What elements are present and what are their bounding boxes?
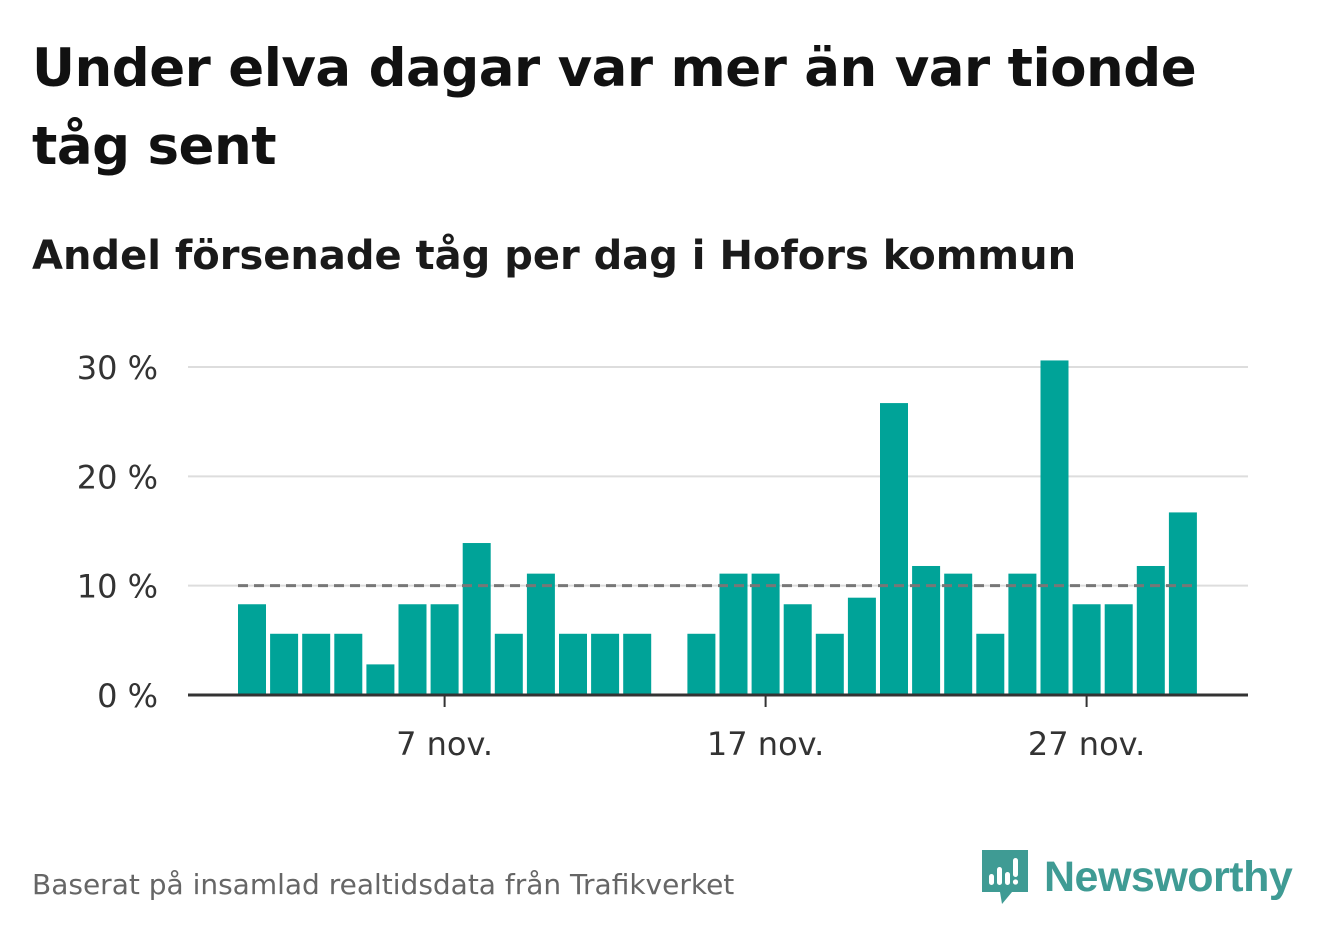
x-tick-label: 17 nov. [707,725,824,763]
bar [462,543,491,695]
newsworthy-logo-icon [982,850,1028,904]
bar [238,604,266,695]
y-tick-label: 30 % [77,349,158,387]
bar [815,633,844,695]
bar [334,633,363,695]
bar [270,633,299,695]
bar [783,604,812,695]
bar [559,633,587,695]
chart-subtitle: Andel försenade tåg per dag i Hofors kom… [32,233,1077,279]
x-tick-label: 7 nov. [396,725,493,763]
bar-chart: 0 % 10 % 20 % 30 % 7 nov. 17 nov. 27 nov. [77,349,1248,763]
chart-title: Under elva dagar var mer än var tionde t… [32,38,1197,177]
bar [880,403,908,695]
bar [751,573,780,695]
bar [623,633,652,695]
y-axis-ticks: 0 % 10 % 20 % 30 % [77,349,158,715]
y-tick-label: 10 % [77,568,158,606]
bar [687,633,716,695]
bar [976,633,1005,695]
x-axis-ticks: 7 nov. 17 nov. 27 nov. [396,695,1145,763]
bar [1168,512,1197,695]
bar [912,565,941,695]
bar [1136,565,1165,695]
bar [302,633,331,695]
bar [366,664,395,695]
source-note: Baserat på insamlad realtidsdata från Tr… [32,868,735,901]
bar [526,573,555,695]
newsworthy-logo-text: Newsworthy [1044,852,1293,901]
gridlines [188,366,1248,587]
newsworthy-logo: Newsworthy [980,848,1293,906]
bar [847,597,876,695]
bar [944,573,973,695]
bar [591,633,620,695]
bar [494,633,523,695]
bar [719,573,748,695]
bar [1040,360,1069,695]
bar [1104,604,1133,695]
bar [1072,604,1101,695]
y-tick-label: 20 % [77,458,158,496]
bar [430,604,459,695]
x-tick-label: 27 nov. [1028,725,1145,763]
y-tick-label: 0 % [97,677,158,715]
bar [1008,573,1037,695]
bars [238,360,1197,695]
bar [398,604,427,695]
